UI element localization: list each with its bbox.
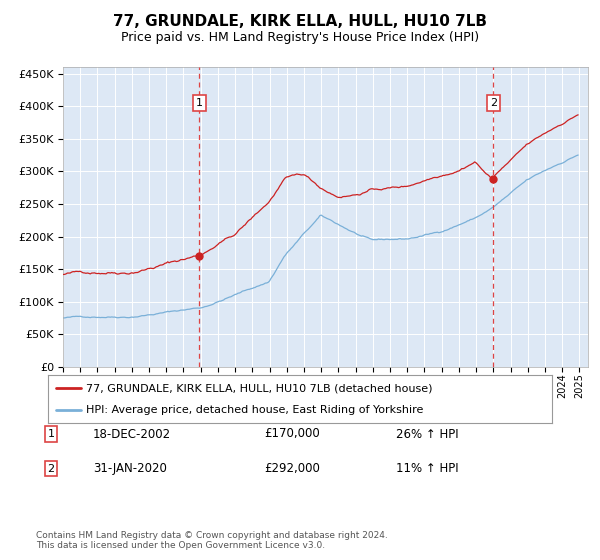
Text: £170,000: £170,000 [264,427,320,441]
Text: 26% ↑ HPI: 26% ↑ HPI [396,427,458,441]
Text: 1: 1 [196,98,203,108]
Text: 31-JAN-2020: 31-JAN-2020 [93,462,167,475]
Text: £292,000: £292,000 [264,462,320,475]
Text: 1: 1 [47,429,55,439]
Text: 77, GRUNDALE, KIRK ELLA, HULL, HU10 7LB: 77, GRUNDALE, KIRK ELLA, HULL, HU10 7LB [113,14,487,29]
Text: 18-DEC-2002: 18-DEC-2002 [93,427,171,441]
Text: 2: 2 [47,464,55,474]
Text: Price paid vs. HM Land Registry's House Price Index (HPI): Price paid vs. HM Land Registry's House … [121,31,479,44]
Text: 2: 2 [490,98,497,108]
Text: Contains HM Land Registry data © Crown copyright and database right 2024.
This d: Contains HM Land Registry data © Crown c… [36,530,388,550]
Text: 11% ↑ HPI: 11% ↑ HPI [396,462,458,475]
Text: HPI: Average price, detached house, East Riding of Yorkshire: HPI: Average price, detached house, East… [86,405,423,415]
Text: 77, GRUNDALE, KIRK ELLA, HULL, HU10 7LB (detached house): 77, GRUNDALE, KIRK ELLA, HULL, HU10 7LB … [86,383,432,393]
